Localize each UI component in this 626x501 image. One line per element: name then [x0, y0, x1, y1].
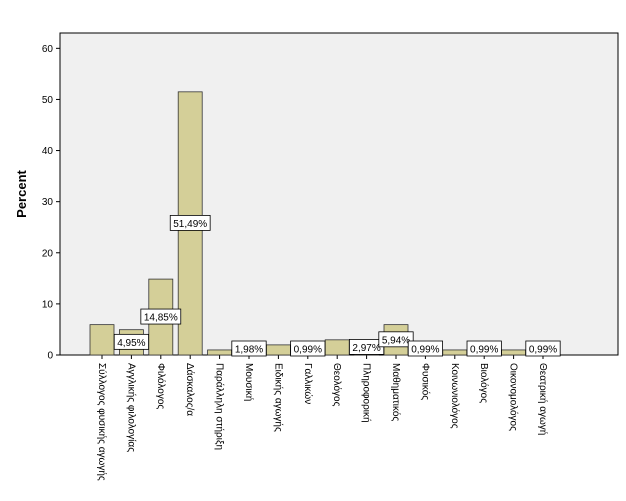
value-label-box [140, 308, 182, 325]
x-tick-label: Παράλληλη στήριξη [214, 363, 226, 450]
x-tick-label: Φιλόλογος [155, 363, 167, 409]
x-tick-label: Οικονομολόγος [508, 363, 520, 431]
value-label: 4,95% [117, 338, 145, 349]
value-label-box [169, 215, 211, 231]
value-label: 51,49% [173, 219, 207, 230]
y-tick-label: 50 [42, 95, 54, 106]
x-tick-label: Βιολόγος [478, 363, 490, 403]
value-label-box [231, 340, 267, 357]
value-label-box [407, 340, 443, 357]
x-tick-label: Γαλλικών [302, 363, 314, 404]
value-label-box [290, 340, 326, 357]
value-label-box [378, 331, 414, 348]
x-tick-label: Φυσικός [419, 363, 431, 400]
x-tick-label: Μουσική [243, 363, 255, 401]
x-tick-label: Πληροφορική [361, 363, 373, 423]
y-tick-label: 30 [42, 197, 54, 208]
y-tick-label: 40 [42, 146, 54, 157]
value-label-box [525, 340, 561, 357]
x-tick-label: Κοινωνιολόγος [449, 363, 461, 429]
bar [265, 344, 291, 356]
value-label: 0,99% [470, 345, 498, 356]
value-label: 2,97% [352, 343, 380, 354]
y-tick-label: 10 [42, 299, 54, 310]
x-tick-label: Θεολόγος [331, 363, 343, 407]
y-tick-label: 60 [42, 44, 54, 55]
value-label-box [113, 333, 149, 350]
value-label: 0,99% [529, 345, 557, 356]
bar [501, 349, 527, 356]
y-tick-label: 20 [42, 248, 54, 259]
value-label-box [466, 340, 502, 357]
x-tick-label: Ειδικής αγωγής [272, 363, 284, 432]
plot-area [59, 32, 619, 356]
x-tick-label: Δάσκαλος/α [184, 363, 196, 416]
bar [324, 339, 350, 356]
x-tick-label: Αγγλικής φιλολογίας [125, 363, 137, 452]
y-tick-label: 0 [47, 351, 53, 362]
bar [89, 324, 115, 356]
x-tick-label: Θεατρική αγωγή [537, 363, 549, 435]
value-label: 1,98% [235, 345, 263, 356]
value-label: 0,99% [294, 345, 322, 356]
value-label: 14,85% [144, 313, 178, 324]
y-axis-title: Percent [14, 169, 29, 217]
x-tick-label: Σύλλογος φυσικής αγωγής [96, 363, 108, 481]
bar [442, 349, 468, 356]
value-label: 5,94% [382, 335, 410, 346]
value-label: 0,99% [411, 345, 439, 356]
x-tick-label: Μαθηματικός [390, 363, 402, 421]
bar [207, 349, 233, 356]
